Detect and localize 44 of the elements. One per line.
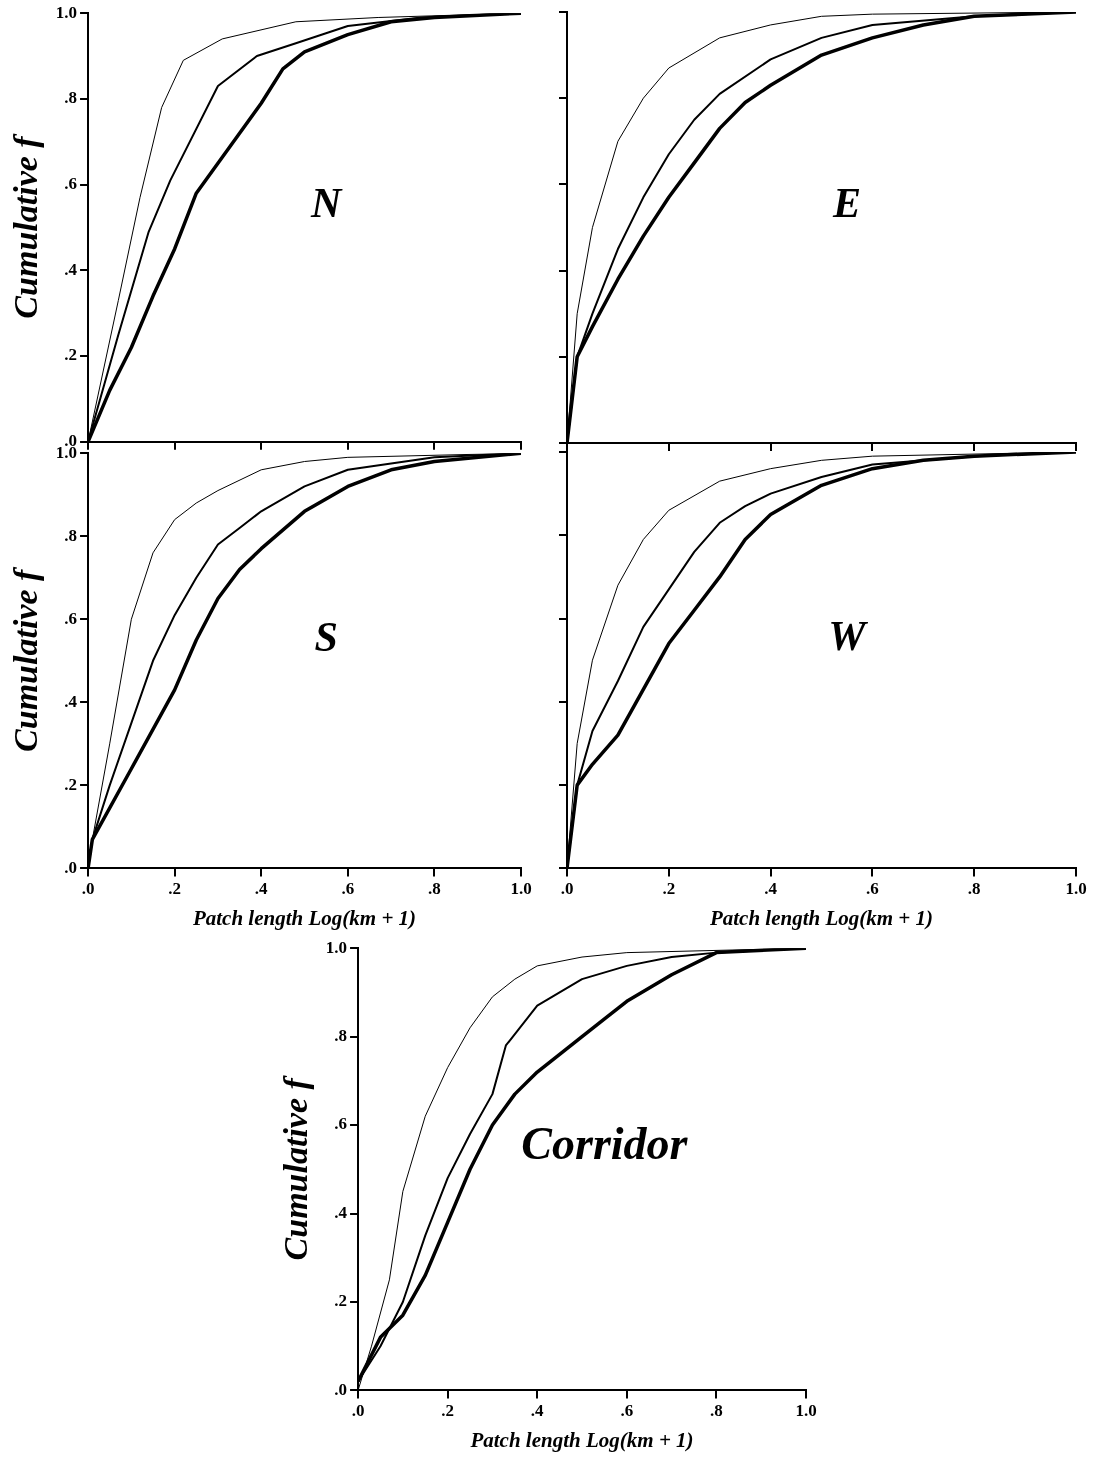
x-tick-label: .2 (168, 878, 182, 898)
x-tick-label: .2 (441, 1400, 455, 1420)
x-tick-label: .4 (764, 878, 778, 898)
x-tick-label: 1.0 (795, 1400, 817, 1420)
y-tick-label: .2 (334, 1291, 348, 1311)
x-tick-label: .2 (662, 878, 676, 898)
annotation: E (831, 179, 861, 226)
y-tick-label: .6 (64, 174, 78, 194)
x-axis-title: Patch length Log(km + 1) (469, 1427, 694, 1452)
x-axis-title: Patch length Log(km + 1) (708, 905, 934, 930)
y-tick-label: .2 (64, 774, 78, 794)
annotation: Corridor (521, 1118, 689, 1170)
y-tick-label: 1.0 (325, 937, 348, 957)
y-tick-label: .6 (64, 608, 78, 628)
y-tick-label: .0 (64, 857, 78, 877)
annotation: S (314, 613, 338, 660)
y-tick-label: .2 (64, 345, 78, 365)
x-tick-label: 1.0 (510, 878, 532, 898)
y-tick-label: .4 (334, 1202, 348, 1222)
y-tick-label: .6 (334, 1114, 348, 1134)
x-tick-label: .8 (967, 878, 981, 898)
x-tick-label: .0 (560, 878, 574, 898)
x-tick-label: .0 (351, 1400, 365, 1420)
y-axis-title: Cumulative f (7, 132, 45, 319)
x-tick-label: .6 (866, 878, 879, 898)
annotation: N (310, 179, 343, 226)
x-tick-label: .0 (81, 878, 95, 898)
x-tick-label: .8 (428, 878, 441, 898)
y-tick-label: .4 (64, 259, 78, 279)
x-tick-label: .8 (710, 1400, 723, 1420)
x-tick-label: 1.0 (1065, 878, 1087, 898)
y-tick-label: .4 (64, 691, 78, 711)
y-tick-label: .8 (64, 88, 78, 108)
y-tick-label: .8 (64, 525, 78, 545)
x-tick-label: .4 (254, 878, 269, 898)
x-tick-label: .6 (620, 1400, 634, 1420)
y-tick-label: 1.0 (55, 2, 78, 22)
y-axis-title: Cumulative f (277, 1074, 315, 1261)
y-axis-title: Cumulative f (7, 565, 45, 752)
y-tick-label: .0 (334, 1379, 348, 1399)
x-tick-label: .4 (530, 1400, 545, 1420)
x-axis-title: Patch length Log(km + 1) (191, 905, 417, 930)
y-tick-label: .8 (334, 1026, 348, 1046)
annotation: W (828, 613, 869, 660)
